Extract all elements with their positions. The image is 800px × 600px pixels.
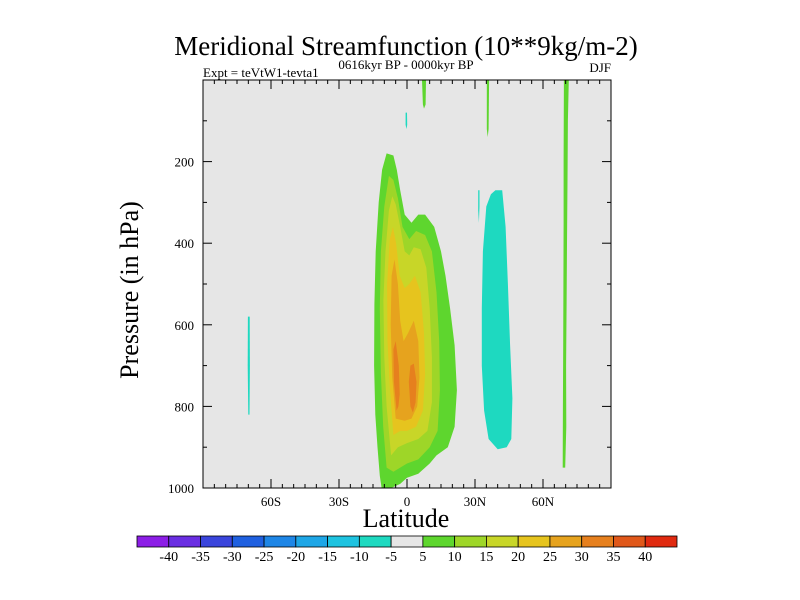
center-subtitle: 0616kyr BP - 0000kyr BP <box>338 57 473 72</box>
contour-region-5 <box>393 341 400 411</box>
y-tick-label: 200 <box>175 155 195 170</box>
right-subtitle: DJF <box>589 60 611 75</box>
chart-title: Meridional Streamfunction (10**9kg/m-2) <box>174 31 637 61</box>
colorbar-swatch <box>168 535 201 548</box>
x-axis-label: Latitude <box>363 504 450 533</box>
colorbar-swatch <box>327 535 360 548</box>
colorbar: -40 -35 -30 -25 -20 -15 -10 -5 5 10 15 20 25 30 35 40 <box>136 535 678 565</box>
contour-region-8 <box>562 80 569 468</box>
colorbar-label: 30 <box>575 550 589 565</box>
colorbar-label: -5 <box>385 550 397 565</box>
plot-area <box>203 80 611 488</box>
colorbar-swatch <box>517 535 551 548</box>
colorbar-label: -35 <box>191 550 210 565</box>
contour-region-12 <box>405 112 408 129</box>
colorbar-label: 15 <box>479 550 493 565</box>
colorbar-swatch <box>231 535 265 548</box>
colorbar-label: -25 <box>255 550 274 565</box>
colorbar-swatch <box>549 535 583 548</box>
colorbar-swatch <box>486 535 519 548</box>
y-axis-ticks: 200 400 600 800 1000 <box>168 120 611 496</box>
y-tick-label: 600 <box>175 318 195 333</box>
y-axis-label: Pressure (in hPa) <box>115 201 144 379</box>
contour-region-9 <box>422 80 426 109</box>
contour-region-13 <box>478 190 480 223</box>
contour-region-6 <box>408 363 417 413</box>
colorbar-swatch <box>613 535 646 548</box>
y-tick-label: 800 <box>175 399 195 414</box>
colorbar-label: 10 <box>448 550 462 565</box>
x-tick-label: 60N <box>532 494 555 509</box>
colorbar-swatch <box>295 535 328 548</box>
colorbar-swatch <box>200 535 233 548</box>
plot-frame <box>202 79 612 489</box>
colorbar-label: 20 <box>511 550 525 565</box>
y-tick-label: 400 <box>175 236 195 251</box>
colorbar-label: -20 <box>286 550 305 565</box>
colorbar-label: 35 <box>606 550 620 565</box>
y-tick-label: 1000 <box>168 481 194 496</box>
contour-region-11 <box>247 316 250 415</box>
colorbar-swatch <box>454 535 487 548</box>
x-tick-label: 30N <box>464 494 487 509</box>
x-tick-label: 30S <box>329 494 349 509</box>
colorbar-label: -40 <box>159 550 178 565</box>
colorbar-label: -30 <box>223 550 242 565</box>
colorbar-label: -15 <box>318 550 337 565</box>
colorbar-swatch <box>390 535 424 548</box>
colorbar-swatch <box>581 535 614 548</box>
x-tick-label: 0 <box>404 494 411 509</box>
x-axis-ticks: 60S 30S 0 30N 60N <box>213 80 601 509</box>
colorbar-swatch <box>644 535 678 548</box>
left-subtitle: Expt = teVtW1-tevta1 <box>203 65 319 80</box>
x-tick-label: 60S <box>261 494 281 509</box>
colorbar-label: 5 <box>419 550 426 565</box>
colorbar-label: 25 <box>543 550 557 565</box>
colorbar-swatch <box>358 535 392 548</box>
colorbar-label: -10 <box>350 550 369 565</box>
colorbar-label: 40 <box>638 550 652 565</box>
contour-region-7 <box>481 190 513 450</box>
contour-region-10 <box>486 80 490 138</box>
colorbar-swatch <box>136 535 170 548</box>
colorbar-swatch <box>263 535 297 548</box>
colorbar-swatch <box>422 535 456 548</box>
